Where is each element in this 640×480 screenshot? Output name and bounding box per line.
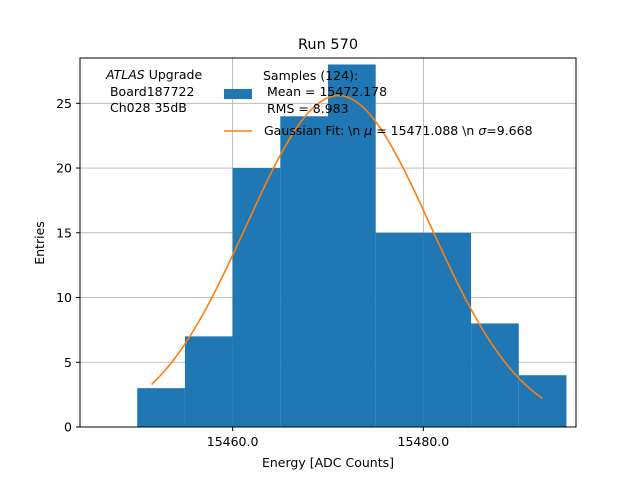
atlas-annotation: ATLAS Upgrade Board187722 Ch028 35dB (105, 67, 202, 115)
legend-fit-prefix: Gaussian Fit: \n (264, 123, 364, 138)
y-tick-label: 25 (56, 96, 72, 111)
axes-frame (79, 57, 577, 428)
y-axis-ticks: 0 5 10 15 20 25 (56, 96, 80, 435)
x-axis-label: Energy [ADC Counts] (262, 455, 394, 470)
annotation-upgrade: Upgrade (145, 67, 203, 82)
histogram-bar (184, 336, 233, 427)
legend-fit-label: Gaussian Fit: \n μ = 15471.088 \n σ=9.66… (264, 123, 533, 138)
legend-samples-title: Samples (124): (263, 68, 358, 83)
legend-fit-sigma-value: =9.668 (486, 123, 532, 138)
annotation-atlas: ATLAS (105, 67, 145, 82)
legend-fit-sigma: σ (478, 123, 487, 138)
legend-samples-rms: RMS = 8.983 (263, 101, 349, 116)
histogram-bar (423, 232, 472, 427)
histogram-bar (471, 323, 519, 427)
x-tick-label: 15480.0 (398, 434, 450, 449)
histogram-bar (232, 168, 281, 428)
y-tick-label: 20 (56, 161, 72, 176)
histogram-bar (375, 232, 424, 427)
histogram-bar (328, 64, 376, 427)
annotation-board: Board187722 (106, 84, 194, 99)
chart-title: Run 570 (298, 37, 358, 53)
y-tick-label: 15 (56, 225, 72, 240)
y-tick-label: 5 (64, 355, 72, 370)
y-axis-label: Entries (32, 221, 47, 265)
x-axis-ticks: 15460.0 15480.0 (207, 427, 450, 449)
annotation-line-1: ATLAS Upgrade (105, 67, 202, 82)
legend: Samples (124): Mean = 15472.178 RMS = 8.… (224, 68, 533, 138)
y-tick-label: 10 (56, 290, 72, 305)
legend-fit-mu-value: = 15471.088 \n (372, 123, 478, 138)
legend-samples-swatch (224, 89, 252, 99)
legend-samples-mean: Mean = 15472.178 (263, 84, 387, 99)
legend-fit-mu: μ (363, 123, 372, 138)
histogram-bar (137, 388, 185, 427)
gaussian-fit-curve (150, 94, 544, 400)
histogram-bar (280, 116, 328, 428)
histogram-bar (518, 375, 567, 427)
x-tick-label: 15460.0 (207, 434, 259, 449)
histogram-bars (137, 64, 567, 428)
y-tick-label: 0 (64, 420, 72, 435)
annotation-channel: Ch028 35dB (106, 100, 187, 115)
